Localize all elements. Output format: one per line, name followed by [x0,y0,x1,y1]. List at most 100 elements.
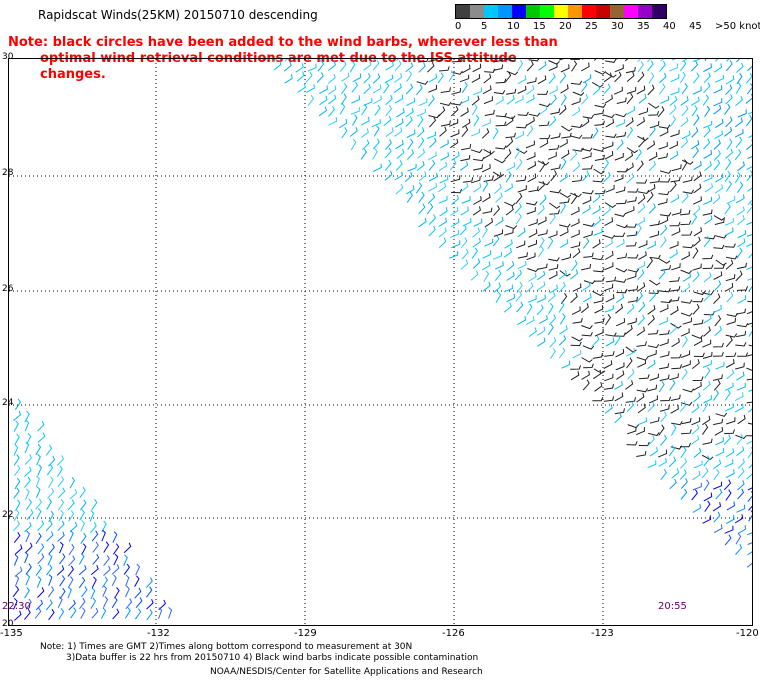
wind-barb [715,361,725,370]
wind-barb [537,204,545,216]
wind-barb [449,118,459,127]
wind-barb [26,509,34,521]
wind-barb [703,174,713,183]
wind-barb [539,139,549,148]
wind-barb [691,127,699,138]
wind-barb [681,159,688,171]
wind-barb [103,554,110,567]
wind-barb [34,607,42,619]
wind-barb [417,59,429,63]
wind-barb [582,196,592,205]
wind-barb [703,82,711,94]
wind-barb [428,84,438,93]
wind-barb [670,194,680,204]
wind-barb [603,83,611,95]
wind-barb [25,563,32,575]
wind-barb [492,235,500,247]
wind-barb [526,252,536,261]
wind-barb [571,176,583,183]
wind-barb [637,59,642,63]
wind-barb [734,129,744,138]
wind-barb [691,435,700,445]
wind-barb [538,181,551,186]
wind-barb [692,303,700,315]
wind-barb [592,81,604,88]
wind-barb [428,137,437,148]
wind-barb [737,480,745,491]
wind-barb [715,437,724,446]
wind-barb [724,382,734,391]
wind-barb [637,61,644,73]
wind-barb [659,374,670,382]
wind-barb [505,59,517,62]
wind-barb [527,161,537,170]
wind-barb [570,365,582,370]
wind-barb [736,181,744,193]
wind-barb [384,74,394,84]
wind-barb [603,383,614,390]
wind-barb [593,216,602,227]
wind-barb [724,170,731,182]
wind-barb [669,285,681,292]
wind-barb [395,184,404,195]
wind-barb [514,269,522,281]
wind-barb [506,70,519,76]
wind-barb [659,363,670,370]
wind-barb [713,215,726,221]
wind-barb [635,148,642,161]
wind-barb [13,420,19,433]
wind-barb [636,117,645,127]
wind-barb [581,325,593,330]
wind-barb [429,116,437,128]
wind-barb [746,469,752,480]
wind-barb [593,268,605,273]
wind-barb [614,212,627,217]
wind-barb [111,596,118,609]
wind-barb [384,159,392,171]
wind-barb [571,336,583,342]
wind-barb [561,253,572,261]
wind-barb [517,60,524,72]
wind-barb [736,247,743,259]
wind-barb [505,132,516,139]
wind-barb [646,140,656,150]
wind-barb [47,586,55,598]
wind-barb [680,96,689,106]
wind-barb [438,182,447,193]
wind-barb [503,302,512,313]
wind-barb [680,220,692,226]
wind-barb [394,94,404,104]
wind-barb [440,120,451,127]
wind-barb [494,269,502,281]
wind-barb [693,460,703,469]
wind-barb [48,476,54,488]
wind-barb [693,447,702,458]
wind-barb [428,183,437,192]
wind-barb [471,176,481,184]
lon-label-126: -126 [442,628,465,639]
wind-barb [550,170,557,182]
wind-barb [439,66,450,72]
wind-barb [393,83,402,94]
wind-barb [669,324,677,335]
wind-barb [669,181,677,193]
wind-barb [472,237,481,248]
wind-barb [693,183,702,194]
wind-barb [416,84,423,96]
wind-barb [725,352,737,358]
wind-barb [671,263,681,271]
wind-barb [682,272,692,282]
wind-barb [394,73,403,83]
wind-barb [406,97,416,106]
wind-speed-legend: 0 5 10 15 20 25 30 35 40 45 >50 knots [455,4,760,33]
wind-barb [37,420,45,432]
wind-barb [736,371,745,381]
wind-barb [349,126,358,137]
wind-barb [582,170,590,182]
wind-barb [406,70,413,82]
wind-barb [46,531,54,542]
wind-barb [691,359,700,369]
wind-barb [638,107,649,116]
wind-barb [548,73,556,84]
wind-barb [48,455,56,467]
